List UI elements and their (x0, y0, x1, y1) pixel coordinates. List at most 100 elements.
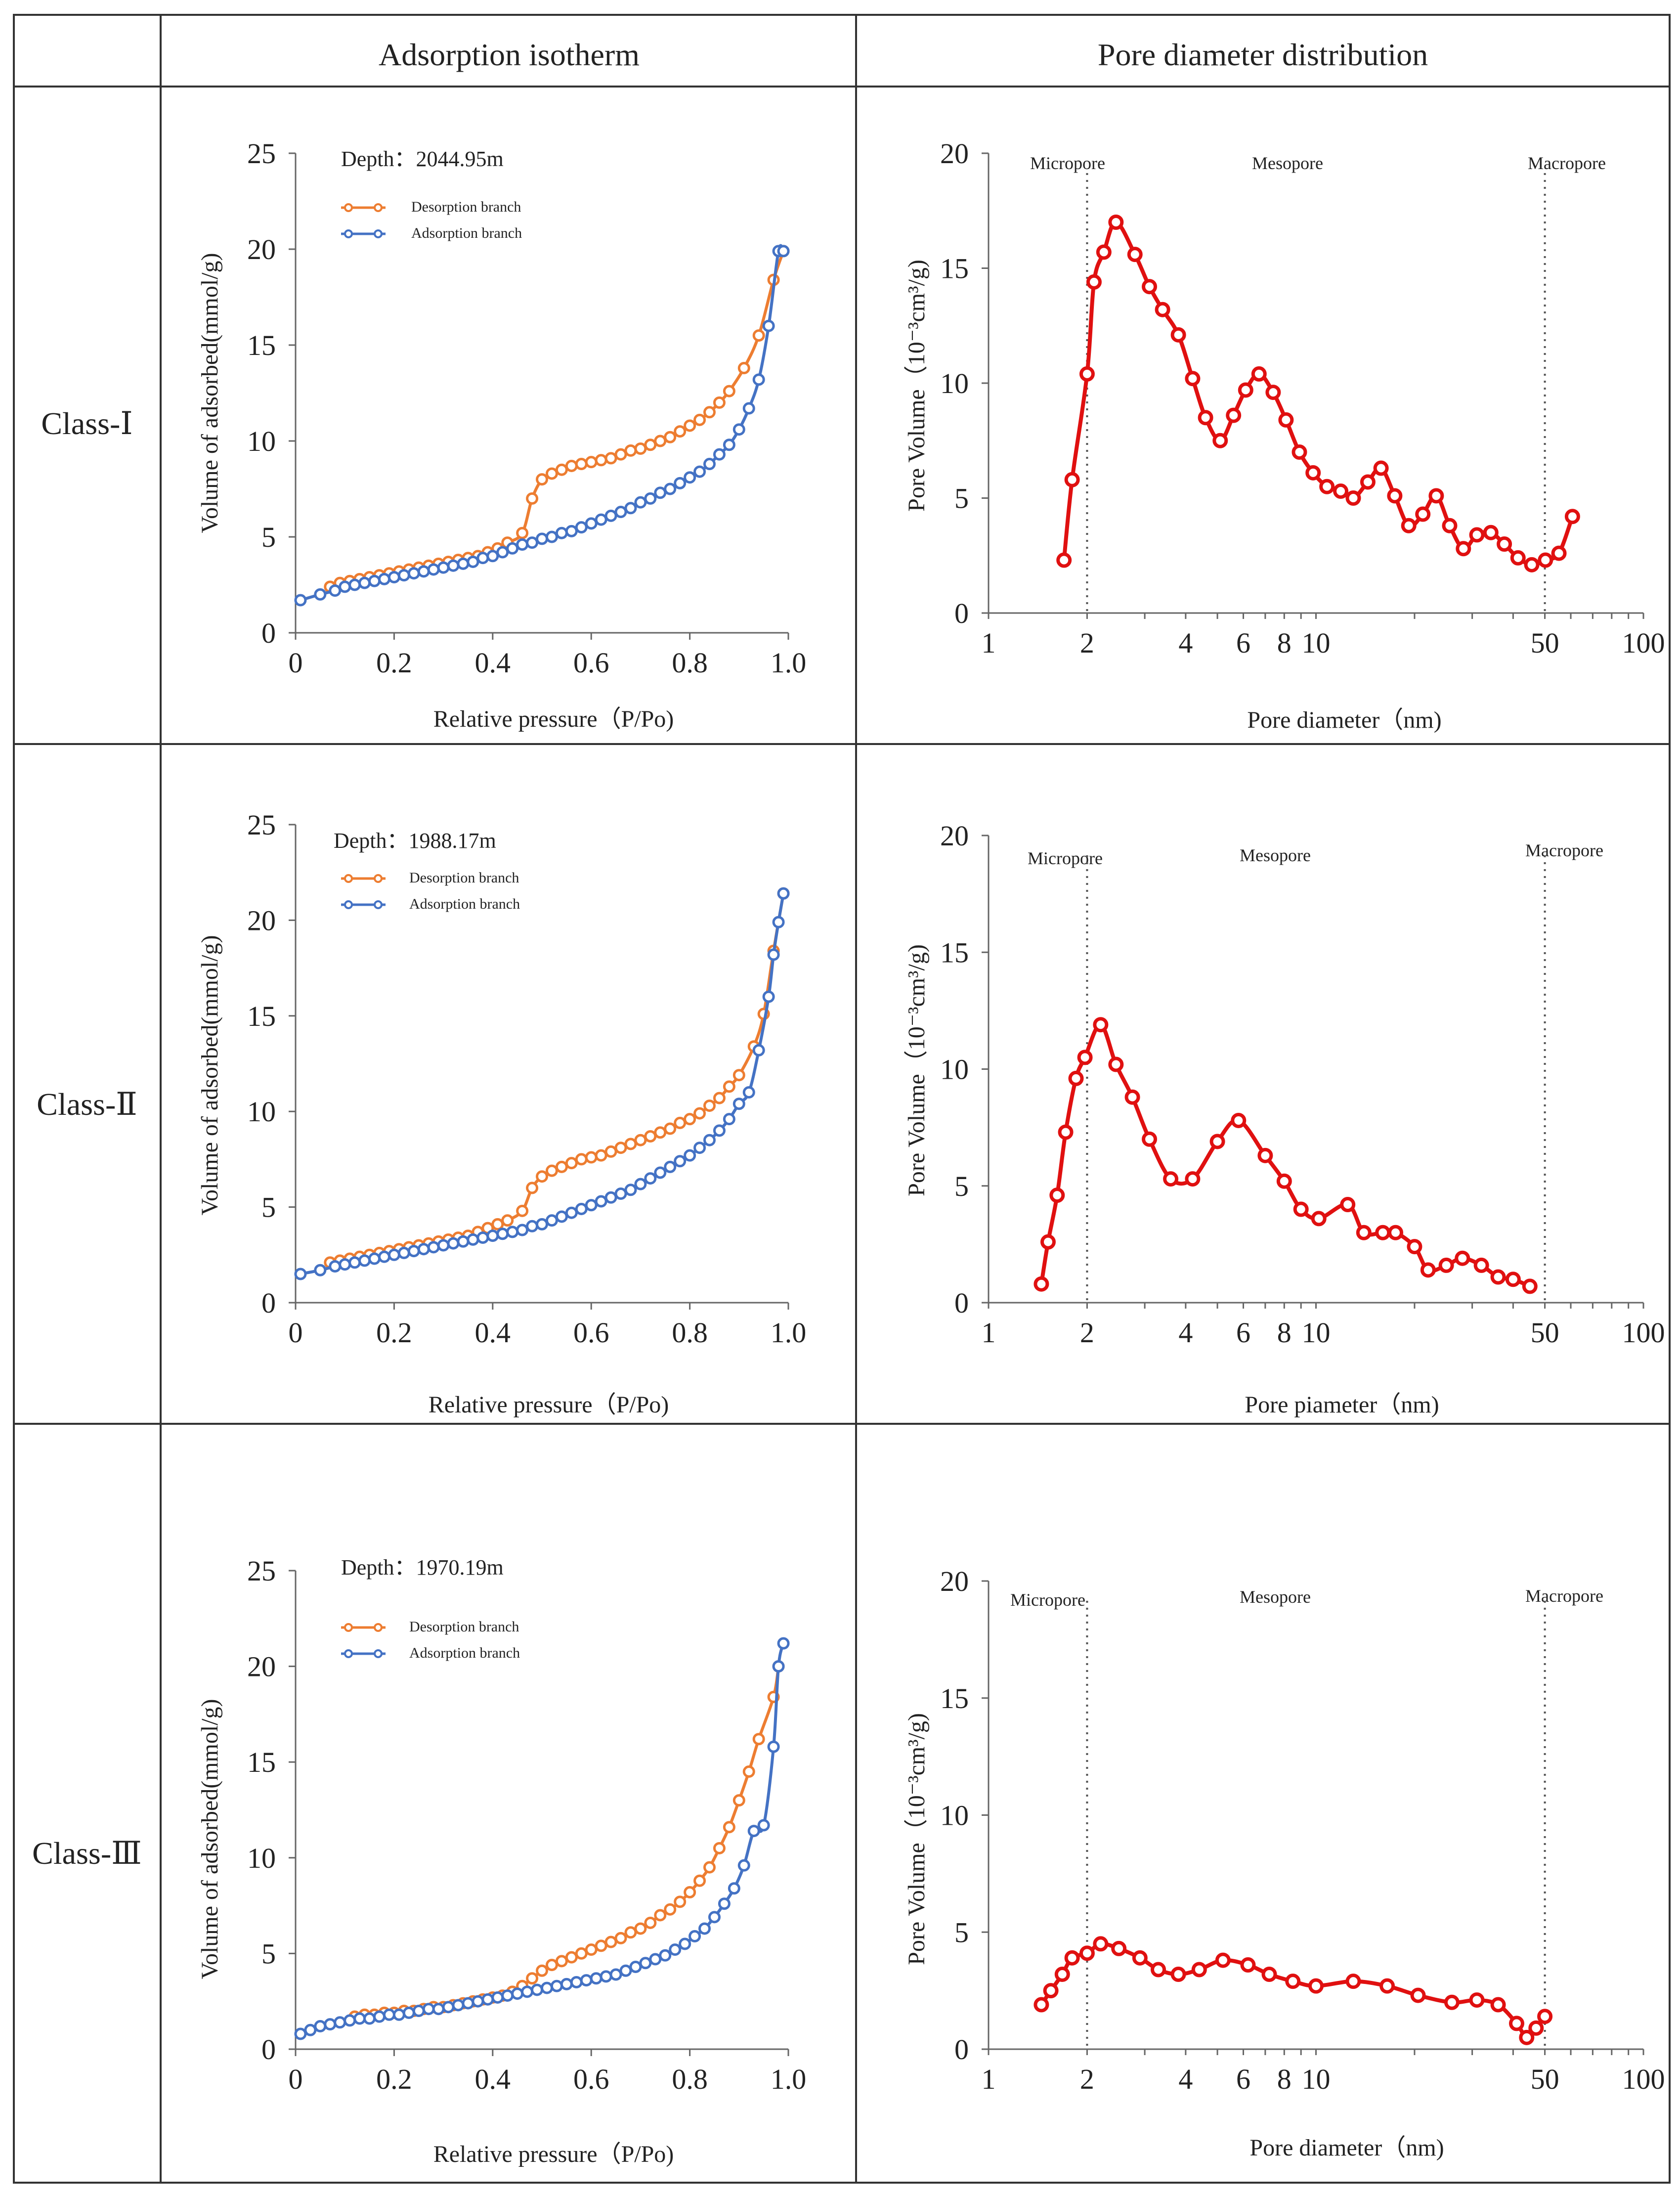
desorption-point (526, 1182, 539, 1194)
adsorption-point (417, 1243, 430, 1256)
adsorption-point (536, 1218, 548, 1230)
adsorption-point (511, 1987, 524, 2000)
adsorption-point (619, 1964, 632, 1977)
adsorption-point (689, 1930, 701, 1943)
region-mesopore-label: Mesopore (1240, 845, 1311, 865)
y-tick-label: 0 (261, 617, 276, 649)
adsorption-point (457, 1235, 470, 1248)
desorption-point (654, 1126, 667, 1139)
y-tick-label: 10 (247, 1096, 276, 1128)
adsorption-point (392, 2008, 405, 2021)
adsorption-point (728, 1882, 740, 1895)
class-label-2: Class-Ⅱ (37, 1087, 137, 1122)
pore-volume-point (1410, 1987, 1426, 2003)
y-tick-label: 15 (247, 1000, 276, 1032)
desorption-point (575, 1153, 588, 1166)
pore-volume-point (1170, 1966, 1186, 1982)
adsorption-point (565, 525, 578, 537)
adsorption-point (600, 1970, 612, 1983)
adsorption-point (767, 948, 780, 961)
desorption-point (684, 419, 696, 432)
desorption-point (693, 1107, 706, 1120)
adsorption-point (649, 1953, 662, 1966)
adsorption-point (684, 1149, 696, 1162)
desorption-point (742, 1765, 755, 1778)
adsorption-point (427, 563, 440, 576)
desorption-point (723, 1821, 735, 1834)
pore-volume-point (1079, 1945, 1095, 1961)
x-tick-label: 50 (1531, 627, 1559, 659)
adsorption-point (432, 2003, 445, 2016)
adsorption-point (585, 1199, 598, 1212)
x-tick-label: 100 (1622, 1317, 1665, 1349)
adsorption-point (624, 1184, 637, 1196)
adsorption-series-line (300, 893, 785, 1275)
desorption-point (614, 1142, 627, 1154)
table-grid (13, 14, 1671, 2184)
adsorption-point (531, 1983, 544, 1996)
desorption-point (674, 1116, 687, 1129)
adsorption-point (339, 1258, 351, 1271)
isotherm-ylabel: Volume of adsorbed(mmol/g) (197, 1699, 223, 1979)
pore-volume-point (1456, 541, 1471, 557)
adsorption-point (723, 1113, 735, 1126)
adsorption-point (368, 574, 381, 587)
desorption-point (674, 425, 687, 438)
pore-volume-point (1058, 1124, 1074, 1140)
desorption-point (752, 1733, 765, 1746)
adsorption-point (654, 1166, 667, 1179)
pore-volume-point (1340, 1197, 1356, 1213)
y-tick-label: 20 (247, 233, 276, 265)
adsorption-point (358, 576, 371, 589)
y-tick-label: 0 (954, 1287, 969, 1319)
adsorption-point (373, 2010, 386, 2023)
legend: Desorption branch Adsorption branch (341, 199, 522, 241)
pore-volume-point (1093, 1936, 1109, 1952)
pore-volume-point (1056, 552, 1072, 568)
desorption-point (595, 1939, 607, 1952)
adsorption-point (348, 1256, 361, 1269)
adsorption-point (777, 887, 790, 900)
adsorption-point (358, 1254, 371, 1267)
pore-xlabel: Pore diameter（nm) (1247, 707, 1441, 733)
adsorption-point (506, 542, 519, 555)
pore-volume-point (1311, 1211, 1327, 1227)
adsorption-point (595, 1195, 607, 1208)
pore-volume-point (1469, 527, 1485, 543)
adsorption-point (412, 2005, 425, 2018)
x-tick-label: 0.6 (573, 647, 609, 679)
adsorption-point (314, 2020, 327, 2033)
y-tick-label: 10 (940, 1054, 969, 1086)
y-tick-label: 10 (940, 367, 969, 399)
pore-volume-point (1522, 1278, 1538, 1294)
x-tick-label: 0 (289, 647, 303, 679)
adsorption-point (294, 2027, 307, 2040)
desorption-point (684, 1113, 696, 1126)
adsorption-point (417, 565, 430, 578)
pore-volume-point (1305, 465, 1321, 481)
x-tick-label: 10 (1302, 627, 1331, 659)
legend-adsorption-marker (344, 229, 353, 238)
desorption-point (674, 1895, 687, 1908)
adsorption-point (659, 1949, 672, 1962)
adsorption-point (703, 458, 716, 471)
desorption-point (703, 406, 716, 419)
desorption-point (634, 442, 647, 455)
adsorption-point (767, 1740, 780, 1753)
adsorption-point (752, 373, 765, 386)
x-tick-label: 0.2 (376, 647, 412, 679)
legend-desorption-marker (344, 1623, 353, 1632)
y-tick-label: 25 (247, 1555, 276, 1587)
legend-desorption-marker (374, 203, 383, 212)
adsorption-point (777, 1637, 790, 1650)
adsorption-point (555, 527, 568, 539)
y-tick-label: 15 (940, 253, 969, 285)
pore-volume-point (1490, 1269, 1506, 1285)
adsorption-point (742, 402, 755, 415)
pore-volume-point (1551, 545, 1567, 561)
adsorption-point (462, 1997, 474, 2010)
adsorption-point (467, 555, 479, 568)
pore-volume-point (1345, 490, 1361, 506)
pore-volume-point (1132, 1950, 1148, 1966)
